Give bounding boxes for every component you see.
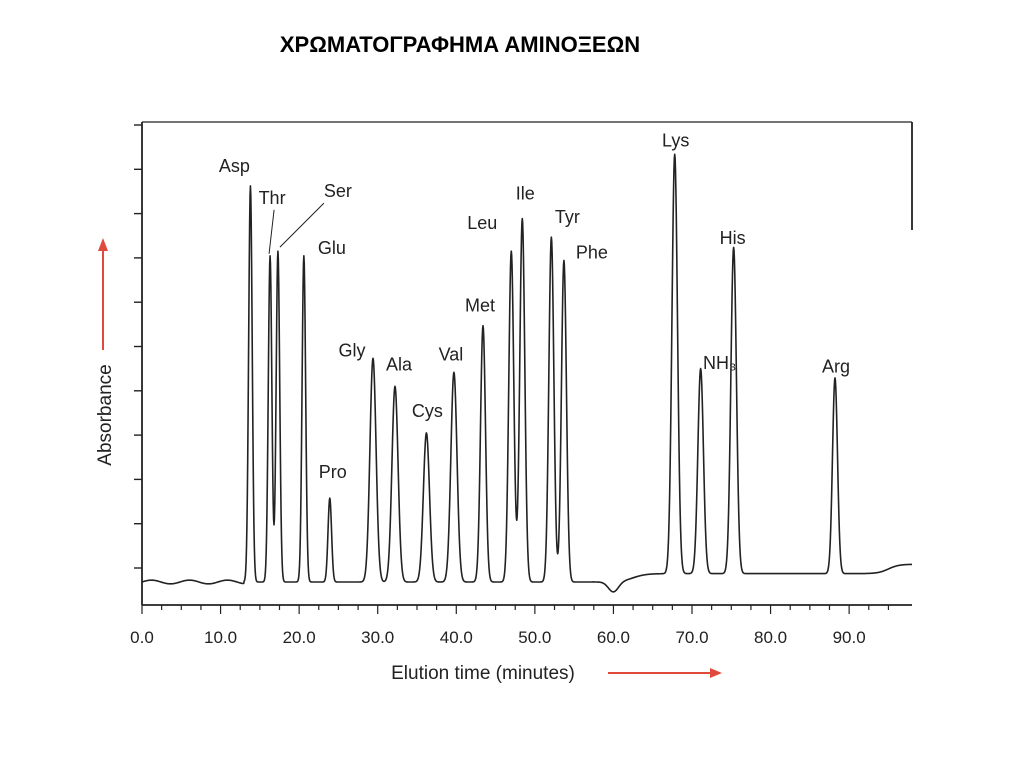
peak-label-met: Met: [465, 296, 495, 316]
x-tick-label: 20.0: [283, 628, 316, 647]
peak-label-ala: Ala: [386, 354, 413, 374]
x-tick-label: 70.0: [675, 628, 708, 647]
chromatogram-trace: [141, 153, 913, 593]
x-tick-label: 50.0: [518, 628, 551, 647]
peak-label-thr: Thr: [259, 188, 286, 208]
peak-label-tyr: Tyr: [555, 207, 580, 227]
x-tick-label: 40.0: [440, 628, 473, 647]
peak-labels: Asp Thr Ser Glu Pro Gly Ala Cys Val Met Leu Ile Tyr P…: [219, 131, 850, 483]
peak-label-arg: Arg: [822, 356, 850, 376]
peak-label-ile: Ile: [516, 184, 535, 204]
x-axis-title: Elution time (minutes): [391, 663, 575, 684]
peak-label-nh: NH₃: [703, 353, 736, 373]
x-tick-label: 0.0: [130, 628, 154, 647]
peak-label-glu: Glu: [318, 238, 346, 258]
peak-label-val: Val: [439, 344, 464, 364]
peak-label-leu: Leu: [467, 213, 497, 233]
slide-title: ΧΡΩΜΑΤΟΓΡΑΦΗΜΑ ΑΜΙΝΟΞΕΩΝ: [279, 32, 641, 57]
axis-titles: Elution time (minutes) Absorbance: [95, 238, 722, 684]
thr-leader-line: [268, 209, 275, 254]
x-tick-label: 30.0: [361, 628, 394, 647]
x-tick-label: 80.0: [754, 628, 787, 647]
x-tick-label: 90.0: [833, 628, 866, 647]
x-tick-label: 10.0: [204, 628, 237, 647]
y-axis-title: Absorbance: [95, 364, 116, 465]
peak-label-ser: Ser: [324, 181, 352, 201]
peak-label-phe: Phe: [576, 242, 608, 262]
peak-label-gly: Gly: [339, 340, 366, 360]
peak-label-lys: Lys: [662, 131, 689, 151]
x-arrow-head: [710, 668, 722, 678]
peak-label-his: His: [720, 228, 746, 248]
y-arrow-head: [98, 238, 108, 251]
peak-label-pro: Pro: [319, 462, 347, 482]
plot-frame: [141, 121, 913, 606]
ser-leader-line: [279, 202, 325, 248]
x-axis-ticks: 0.0 10.0 20.0 30.0 40.0 50.0 60.0 70.0 80.0 90.0: [130, 605, 890, 647]
peak-label-cys: Cys: [412, 401, 443, 421]
peak-label-asp: Asp: [219, 156, 250, 176]
x-tick-label: 60.0: [597, 628, 630, 647]
y-axis-ticks: [134, 124, 142, 569]
